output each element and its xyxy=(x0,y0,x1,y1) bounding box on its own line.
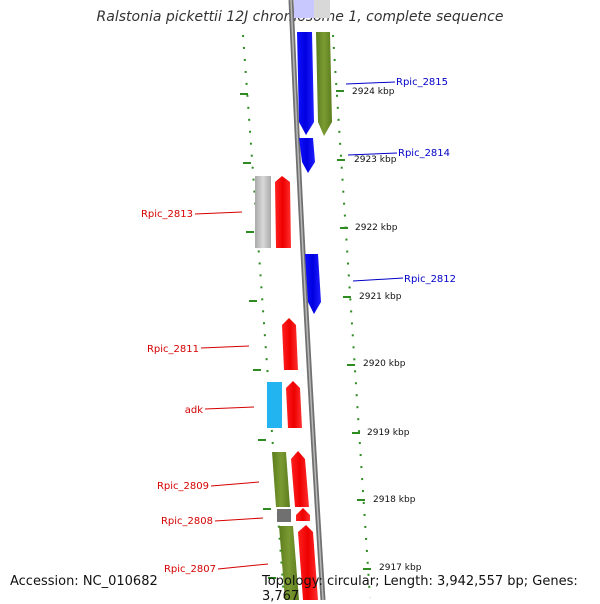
kbp-label-2924: 2924 kbp xyxy=(352,87,395,97)
kbp-label-2921: 2921 kbp xyxy=(359,292,402,302)
kbp-label-2918: 2918 kbp xyxy=(373,495,416,505)
gene-adk-feature[interactable] xyxy=(267,381,302,428)
gene-rpic-2809-feature[interactable] xyxy=(272,451,309,507)
gene-rpic-2815-feature[interactable] xyxy=(294,0,314,135)
label-leaders xyxy=(194,81,404,570)
major-ticks xyxy=(240,90,371,579)
right-tick-track xyxy=(332,34,371,599)
gene-rpic-2811-feature[interactable] xyxy=(282,318,298,370)
gene-green-top-feature[interactable] xyxy=(314,0,332,136)
gene-label-rpic-2807[interactable]: Rpic_2807 xyxy=(164,564,216,575)
accession-text: Accession: NC_010682 xyxy=(10,574,158,589)
kbp-label-2922: 2922 kbp xyxy=(355,223,398,233)
gene-rpic-2814-feature[interactable] xyxy=(299,138,315,173)
kbp-label-2919: 2919 kbp xyxy=(367,428,410,438)
gene-label-rpic-2813[interactable]: Rpic_2813 xyxy=(141,209,193,220)
kbp-label-2917: 2917 kbp xyxy=(379,563,422,573)
gene-label-rpic-2811[interactable]: Rpic_2811 xyxy=(147,344,199,355)
gene-label-rpic-2809[interactable]: Rpic_2809 xyxy=(157,481,209,492)
gene-label-adk[interactable]: adk xyxy=(185,405,203,416)
gene-rpic-2813-feature[interactable] xyxy=(255,176,291,248)
gene-label-rpic-2812[interactable]: Rpic_2812 xyxy=(404,274,456,285)
gene-label-rpic-2815[interactable]: Rpic_2815 xyxy=(396,77,448,88)
chromosome-backbone xyxy=(288,0,326,600)
kbp-label-2920: 2920 kbp xyxy=(363,359,406,369)
gene-rpic-2807-feature[interactable] xyxy=(279,525,318,600)
gene-label-rpic-2814[interactable]: Rpic_2814 xyxy=(398,148,450,159)
gene-rpic-2812-feature[interactable] xyxy=(305,254,321,314)
kbp-label-2923: 2923 kbp xyxy=(354,155,397,165)
gene-rpic-2808-feature[interactable] xyxy=(277,508,310,522)
gene-label-rpic-2808[interactable]: Rpic_2808 xyxy=(161,516,213,527)
